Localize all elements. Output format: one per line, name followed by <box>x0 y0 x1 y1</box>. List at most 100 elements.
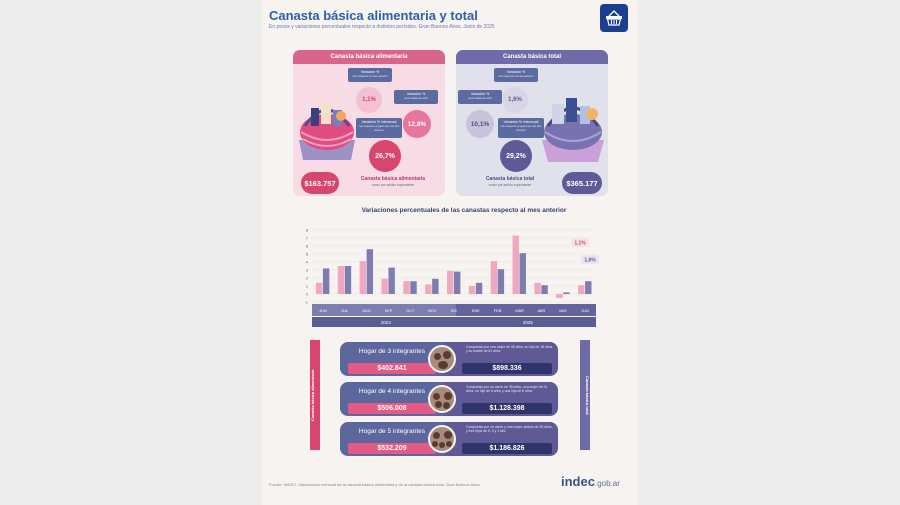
cbt-amount-label: Canasta básica total <box>485 176 535 182</box>
cbt-amount-sub: costo por adulto equivalente <box>488 183 532 187</box>
cbt-var-mensual-value: 1,6% <box>502 87 528 113</box>
household-cbt: $898.336 <box>462 363 552 374</box>
bar <box>432 278 439 294</box>
x-tick-label: MAY <box>559 309 567 313</box>
household-row: Hogar de 3 integrantes $402.841 Compuesto… <box>340 342 558 376</box>
bar <box>403 281 410 294</box>
family-icon <box>428 425 456 453</box>
callout-cba <box>571 238 590 247</box>
bar <box>497 269 505 294</box>
indec-logo[interactable]: indec.gob.ar <box>561 474 620 489</box>
x-tick-label: MAR <box>515 309 524 313</box>
cba-panel: Canasta básica alimentaria Variación % c… <box>293 50 445 196</box>
cbt-var-acum-box: Variación % acumulada del año <box>458 90 502 104</box>
y-tick-label: 0 <box>306 292 309 297</box>
y-tick-label: 5 <box>306 252 309 257</box>
family-icon <box>428 345 456 373</box>
bar <box>388 267 395 294</box>
bar <box>425 284 432 294</box>
bar <box>315 282 323 294</box>
cbt-var-acum-value: 10,1% <box>466 110 494 138</box>
cbt-panel: Canasta básica total Variación % con res… <box>456 50 608 196</box>
infographic: Canasta básica alimentaria y total En pe… <box>262 0 638 505</box>
bar <box>410 281 417 294</box>
cba-var-mensual-box: Variación % con respecto al mes anterior <box>348 68 392 82</box>
x-tick-label: NOV <box>428 309 437 313</box>
bar <box>344 266 352 294</box>
cba-amount-label: Canasta básica alimentaria <box>360 176 426 182</box>
y-tick-label: 7 <box>306 236 309 241</box>
bar <box>490 261 498 294</box>
household-desc: Compuesto por un varón de 35 años, una m… <box>466 385 548 393</box>
x-tick-label: DIC <box>451 309 458 313</box>
cbt-header: Canasta básica total <box>456 50 608 64</box>
page-title: Canasta básica alimentaria y total <box>269 8 478 23</box>
monthly-variation-chart: -1 0 1 2 3 4 5 6 7 8 JUN JUL AGO SEP OCT NOV DIC ENE FEB MA… <box>304 228 600 327</box>
callout-cba-label: 1,1% <box>574 241 586 247</box>
cba-amount-sub: costo por adulto equivalente <box>371 183 415 187</box>
x-tick-label: ABR <box>537 309 545 313</box>
bar <box>381 278 388 294</box>
cba-var-acum-box: Variación % acumulada del año <box>394 90 438 104</box>
cba-header: Canasta básica alimentaria <box>293 50 445 64</box>
year-band <box>312 317 596 327</box>
x-tick-label: OCT <box>406 309 415 313</box>
category-band-2024 <box>312 304 456 316</box>
bar <box>454 271 461 294</box>
household-cbt: $1.128.398 <box>462 403 552 414</box>
x-tick-label: AGO <box>362 309 370 313</box>
bar <box>359 261 367 294</box>
household-label: Hogar de 4 integrantes <box>358 388 426 395</box>
cbt-amount: $365.177 <box>562 172 602 194</box>
bar <box>585 281 592 294</box>
page-subtitle: En pesos y variaciones porcentuales resp… <box>269 24 495 30</box>
cba-var-inter-box: Variación % interanual con respecto a ig… <box>356 118 402 138</box>
household-cba: $506.008 <box>348 403 436 414</box>
category-band-2025 <box>456 304 596 316</box>
cba-amount: $163.757 <box>301 172 339 194</box>
x-tick-label: FEB <box>494 309 502 313</box>
household-cba: $402.841 <box>348 363 436 374</box>
bar <box>578 285 585 294</box>
cbt-var-mensual-box: Variación % con respecto al mes anterior <box>494 68 538 82</box>
cbt-var-inter-value: 29,2% <box>500 140 532 172</box>
side-label-cba: Canasta básica alimentaria <box>310 340 320 450</box>
y-tick-label: 8 <box>306 228 309 233</box>
bar <box>534 282 541 294</box>
y-tick-label: -1 <box>304 300 308 305</box>
cba-basket-illustration <box>297 86 357 160</box>
side-label-cbt: Canasta básica total <box>580 340 590 450</box>
household-row: Hogar de 5 integrantes $532.209 Compuesto… <box>340 422 558 456</box>
year-label: 2025 <box>523 320 534 325</box>
bar <box>563 292 570 294</box>
household-desc: Compuesto por un varón y una mujer, ambo… <box>466 425 553 433</box>
y-tick-label: 2 <box>306 276 309 281</box>
basket-icon <box>600 4 628 32</box>
bar <box>366 249 374 294</box>
bar <box>541 285 548 294</box>
bar <box>475 282 483 294</box>
household-cba: $532.209 <box>348 443 436 454</box>
household-label: Hogar de 5 integrantes <box>358 428 426 435</box>
bar <box>512 235 519 294</box>
household-desc: Compuesto por una mujer de 35 años, su h… <box>466 345 553 353</box>
bar <box>556 294 563 298</box>
y-tick-label: 3 <box>306 268 309 273</box>
cba-var-inter-value: 26,7% <box>369 140 401 172</box>
household-row: Hogar de 4 integrantes $506.008 Compuesto… <box>340 382 558 416</box>
y-tick-label: 1 <box>306 284 309 289</box>
bar <box>468 286 476 294</box>
bar <box>322 268 330 294</box>
callout-cbt-label: 1,6% <box>584 258 596 264</box>
bar <box>447 270 454 294</box>
x-tick-label: JUL <box>341 309 348 313</box>
household-cbt: $1.186.826 <box>462 443 552 454</box>
year-label: 2024 <box>381 320 392 325</box>
x-tick-label: SEP <box>385 309 393 313</box>
cba-var-mensual-value: 1,1% <box>356 87 382 113</box>
cbt-basket-illustration <box>540 80 606 162</box>
y-tick-label: 6 <box>306 244 309 249</box>
family-icon <box>428 385 456 413</box>
source-note: Fuente: INDEC. Valorización mensual de l… <box>269 482 481 487</box>
chart-title: Variaciones percentuales de las canastas… <box>361 207 567 214</box>
